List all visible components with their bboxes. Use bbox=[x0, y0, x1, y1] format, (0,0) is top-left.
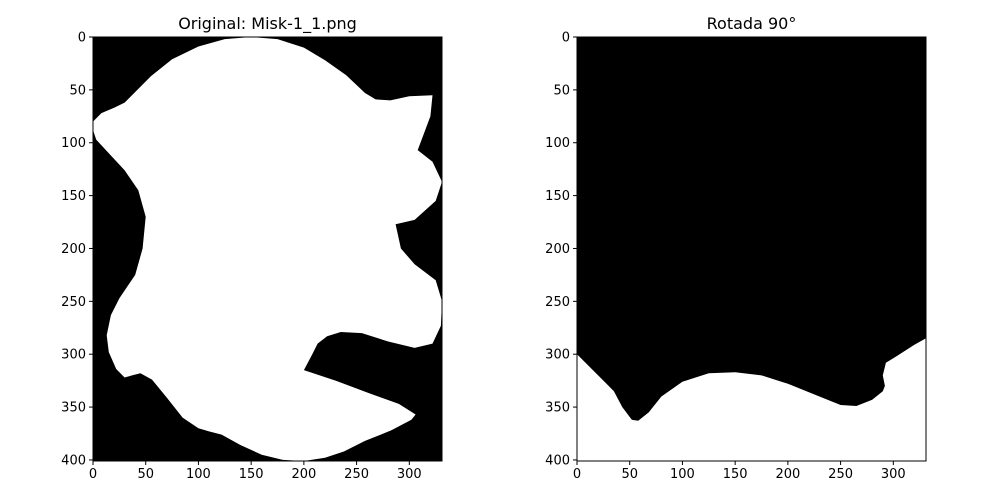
mask-region bbox=[93, 37, 442, 461]
y-tick-label: 0 bbox=[562, 31, 570, 46]
mask-region bbox=[577, 338, 926, 461]
x-tick-label: 150 bbox=[239, 467, 264, 482]
y-tick-label: 0 bbox=[78, 31, 86, 46]
y-tick-label: 350 bbox=[545, 401, 570, 416]
rotated-image-panel: Rotada 90° 0 50 100 150 200 250 300 0 50 100 150 200… bbox=[545, 14, 927, 482]
y-tick-label: 50 bbox=[69, 83, 86, 98]
y-tick-label: 150 bbox=[545, 189, 570, 204]
y-tick-label: 400 bbox=[61, 453, 86, 468]
y-tick-label: 300 bbox=[61, 348, 86, 363]
x-tick-label: 250 bbox=[344, 467, 369, 482]
y-tick-label: 350 bbox=[61, 401, 86, 416]
axes-frame bbox=[92, 36, 443, 462]
x-tick-label: 150 bbox=[723, 467, 748, 482]
y-tick-label: 300 bbox=[545, 348, 570, 363]
y-tick-label: 100 bbox=[61, 136, 86, 151]
x-tick-label: 300 bbox=[397, 467, 422, 482]
x-tick-label: 300 bbox=[881, 467, 906, 482]
y-tick-label: 150 bbox=[61, 189, 86, 204]
y-tick-label: 100 bbox=[545, 136, 570, 151]
x-tick-label: 250 bbox=[828, 467, 853, 482]
chart-title: Rotada 90° bbox=[707, 14, 797, 33]
y-tick-label: 200 bbox=[545, 242, 570, 257]
x-tick-label: 50 bbox=[137, 467, 154, 482]
chart-title: Original: Misk-1_1.png bbox=[178, 14, 357, 34]
y-tick-label: 250 bbox=[545, 295, 570, 310]
x-tick-label: 0 bbox=[89, 467, 97, 482]
x-tick-label: 200 bbox=[775, 467, 800, 482]
y-tick-label: 200 bbox=[61, 242, 86, 257]
y-tick-label: 400 bbox=[545, 453, 570, 468]
x-tick-label: 100 bbox=[186, 467, 211, 482]
y-tick-label: 250 bbox=[61, 295, 86, 310]
x-tick-label: 100 bbox=[670, 467, 695, 482]
original-image-panel: Original: Misk-1_1.png 0 50 100 150 200 250 300… bbox=[61, 14, 443, 482]
x-tick-label: 50 bbox=[621, 467, 638, 482]
axes-frame bbox=[576, 36, 927, 462]
y-tick-label: 50 bbox=[553, 83, 570, 98]
x-tick-label: 200 bbox=[291, 467, 316, 482]
x-tick-label: 0 bbox=[573, 467, 581, 482]
